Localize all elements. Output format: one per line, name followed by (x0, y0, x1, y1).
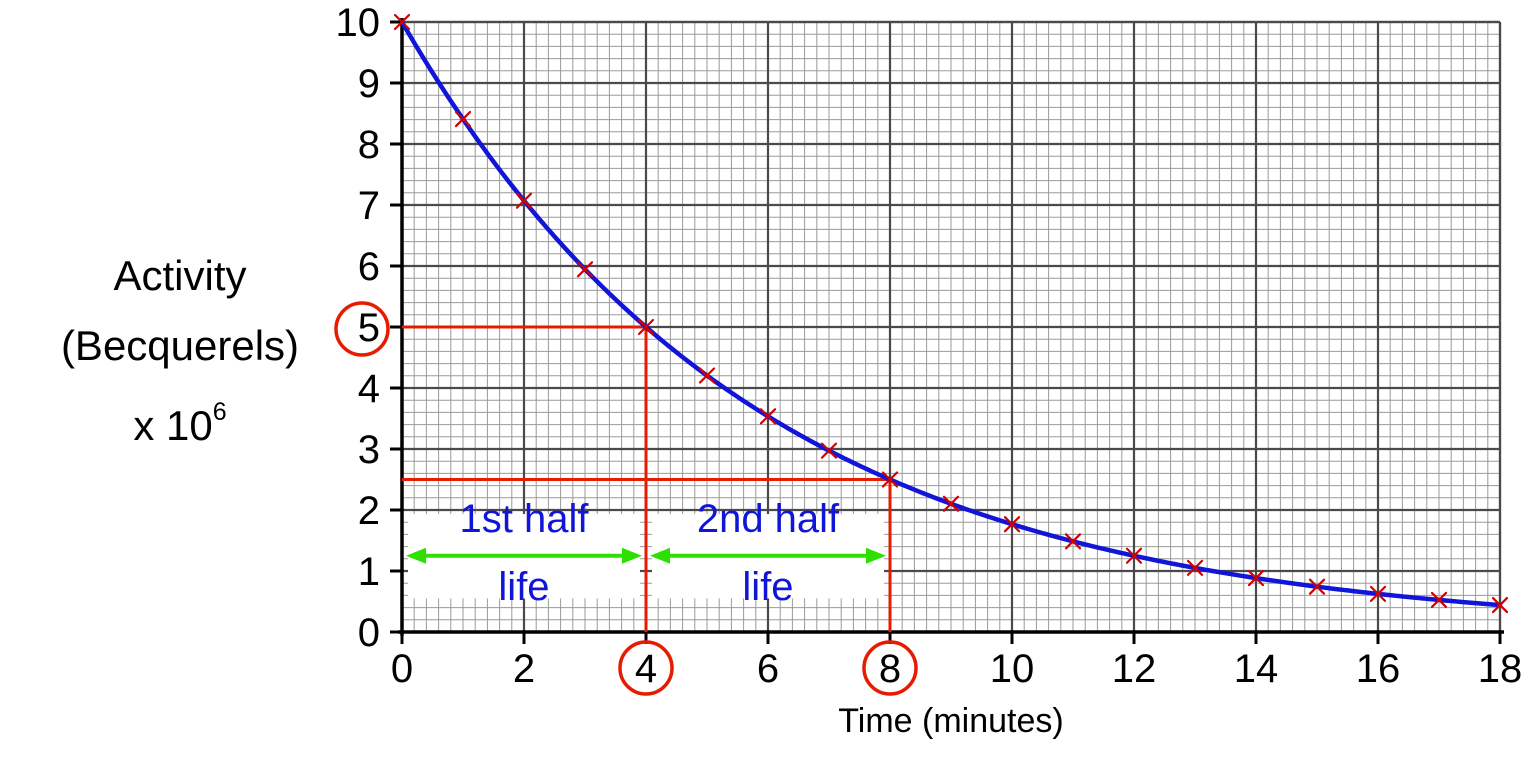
y-tick-label: 7 (358, 184, 380, 228)
x-tick-label: 0 (391, 647, 413, 691)
x-tick-label: 8 (879, 647, 901, 691)
half-life-1-label-bottom: life (498, 565, 549, 609)
chart-svg: 1st halflife2nd halflife0246810121416180… (0, 0, 1536, 776)
half-life-2-label-top: 2nd half (697, 497, 840, 541)
y-tick-label: 8 (358, 123, 380, 167)
y-tick-label: 3 (358, 428, 380, 472)
half-life-2-label-bottom: life (742, 565, 793, 609)
chart-container: 1st halflife2nd halflife0246810121416180… (0, 0, 1536, 776)
y-tick-label: 6 (358, 245, 380, 289)
y-axis-label-2: (Becquerels) (61, 322, 299, 369)
y-axis-label-3: x 106 (133, 398, 226, 449)
y-tick-label: 0 (358, 611, 380, 655)
y-axis-label-1: Activity (113, 252, 246, 299)
y-tick-label: 5 (358, 306, 380, 350)
x-tick-label: 10 (990, 647, 1035, 691)
x-tick-label: 14 (1234, 647, 1279, 691)
y-tick-label: 4 (358, 367, 380, 411)
x-tick-label: 4 (635, 647, 657, 691)
x-axis-label: Time (minutes) (838, 702, 1063, 740)
half-life-1-label-top: 1st half (460, 497, 590, 541)
x-tick-label: 12 (1112, 647, 1157, 691)
x-tick-label: 16 (1356, 647, 1401, 691)
y-tick-label: 10 (336, 1, 381, 45)
x-tick-label: 2 (513, 647, 535, 691)
y-tick-label: 1 (358, 550, 380, 594)
y-tick-label: 9 (358, 62, 380, 106)
x-tick-label: 18 (1478, 647, 1523, 691)
x-tick-label: 6 (757, 647, 779, 691)
y-tick-label: 2 (358, 489, 380, 533)
